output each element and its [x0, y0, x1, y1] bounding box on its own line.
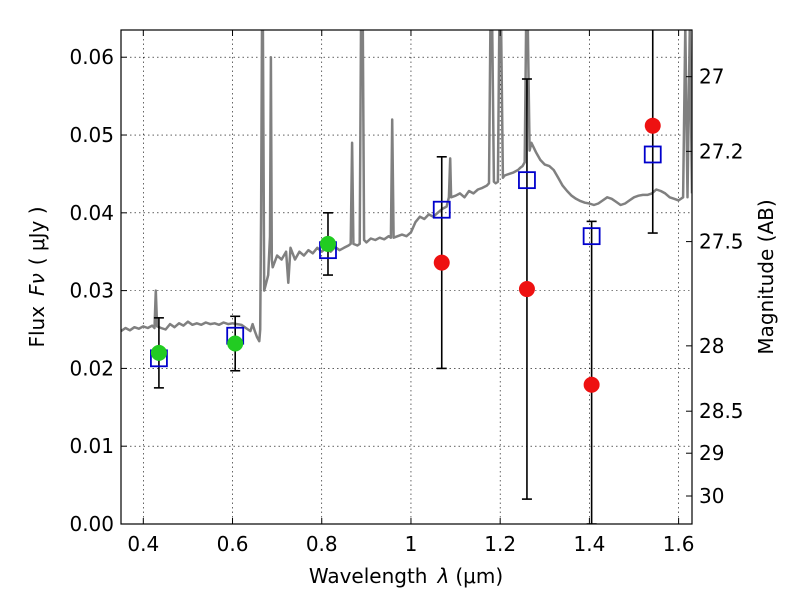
model-photometry-square	[582, 227, 601, 246]
measurement-point	[644, 117, 661, 134]
x-tick-label: 0.8	[306, 532, 338, 556]
detection-point	[150, 344, 167, 361]
x-tick-label: 1	[405, 532, 418, 556]
y-axis-label: FluxFν( μJy )	[25, 206, 49, 347]
x-tick-label: 1.6	[663, 532, 695, 556]
y-tick-label: 0.05	[69, 123, 114, 147]
detection-point	[319, 235, 336, 252]
y2-tick-label: 27.5	[699, 230, 744, 254]
y-tick-label: 0.00	[69, 512, 114, 536]
model-photometry-square	[432, 200, 451, 219]
x-axis-label: Wavelength λ (μm)	[309, 564, 503, 588]
y-tick-label: 0.02	[69, 356, 114, 380]
right-axis-label: Magnitude (AB)	[754, 199, 778, 354]
measurement-point	[583, 376, 600, 393]
y2-tick-label: 30	[699, 484, 724, 508]
y2-tick-label: 28	[699, 334, 724, 358]
plot-area	[121, 30, 692, 524]
model-photometry-square	[643, 145, 662, 164]
y-tick-label: 0.03	[69, 279, 114, 303]
measurement-point	[433, 254, 450, 271]
x-tick-label: 0.4	[127, 532, 159, 556]
x-tick-label: 1.4	[573, 532, 605, 556]
y2-tick-label: 29	[699, 441, 724, 465]
y-tick-label: 0.04	[69, 201, 114, 225]
detection-point	[227, 335, 244, 352]
y2-tick-label: 28.5	[699, 399, 744, 423]
x-tick-label: 0.6	[217, 532, 249, 556]
y-tick-label: 0.06	[69, 45, 114, 69]
y-tick-label: 0.01	[69, 434, 114, 458]
model-spectrum-line	[121, 30, 692, 343]
y2-tick-label: 27.2	[699, 139, 744, 163]
x-tick-label: 1.2	[484, 532, 516, 556]
plot-frame	[120, 29, 693, 525]
grid	[121, 30, 692, 525]
measurement-point	[518, 281, 535, 298]
y2-tick-label: 27	[699, 65, 724, 89]
axis-ticks: 0.4 0.6 0.8 1 1.2 1.4 1.6 0.00 0.01 0.02 0.03 0.04 0…	[69, 30, 744, 556]
model-photometry-square	[518, 171, 536, 190]
